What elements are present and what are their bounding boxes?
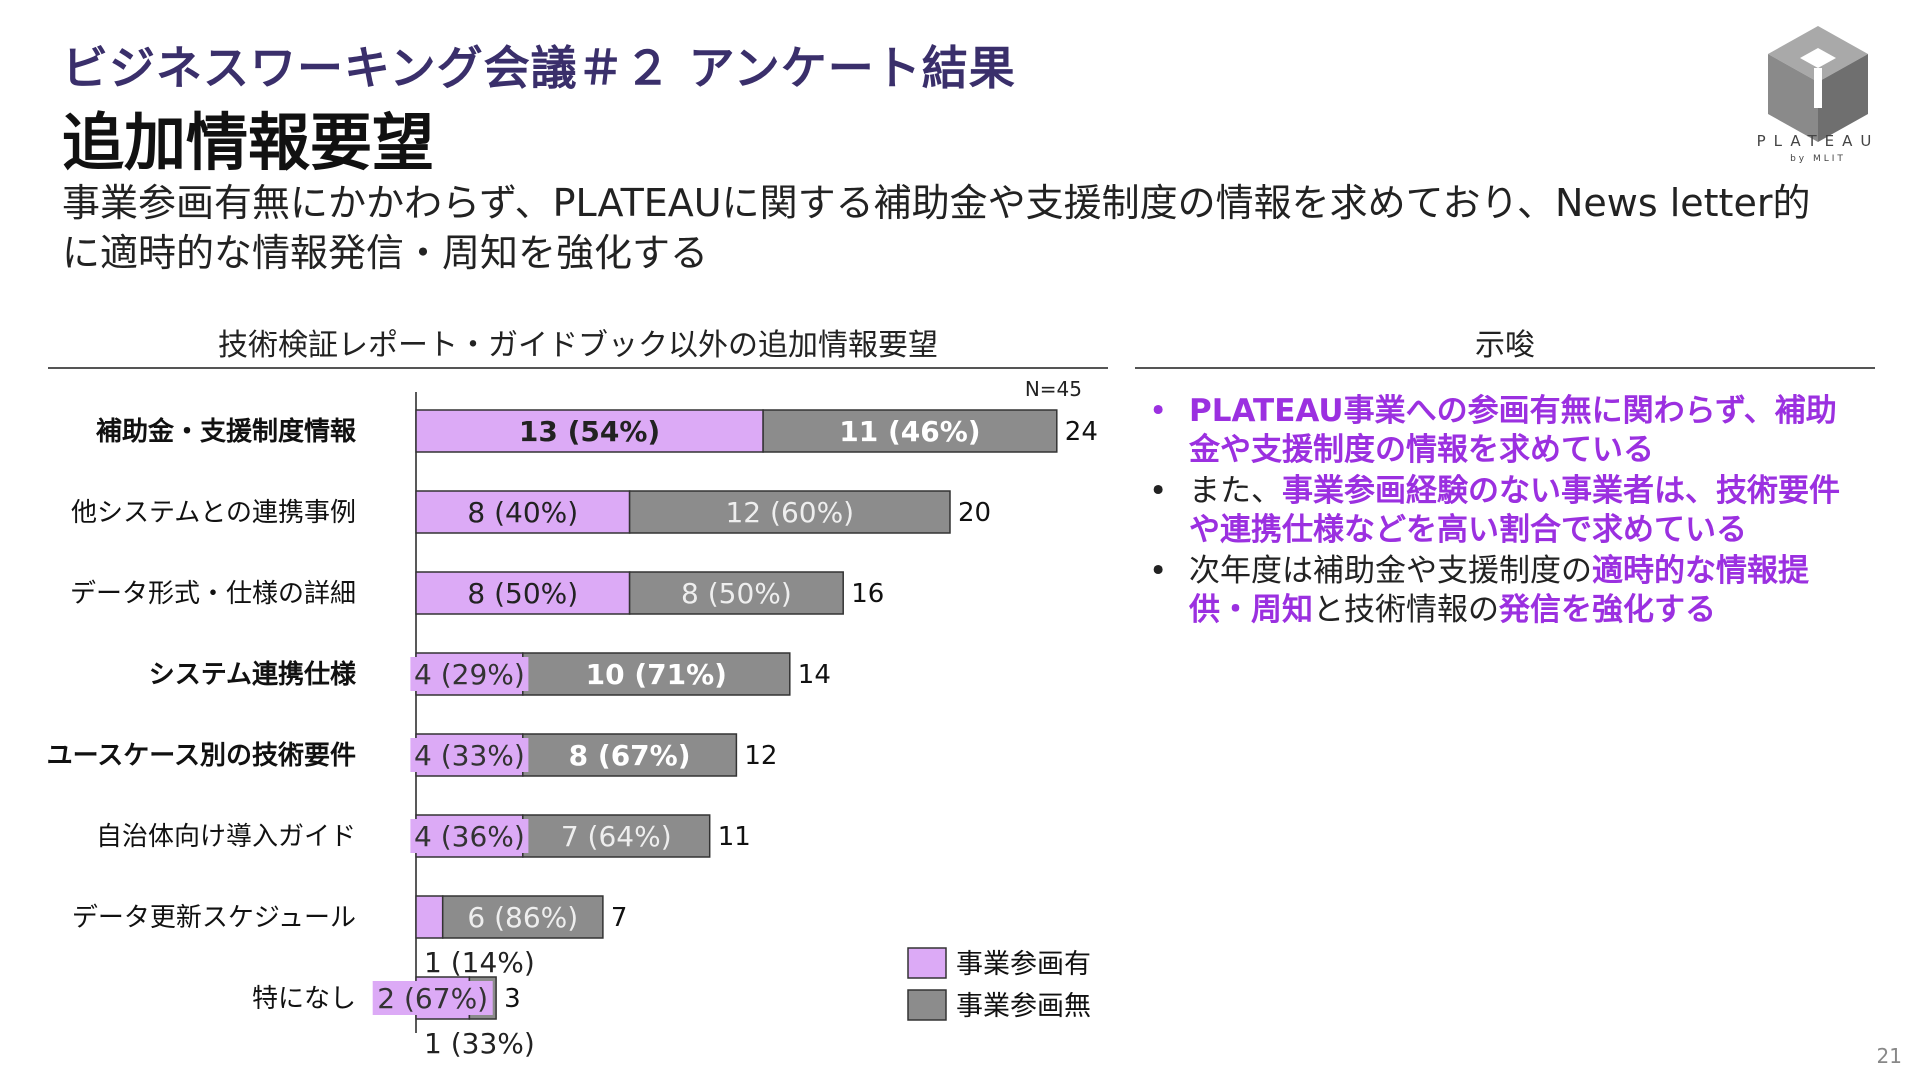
bar-value-label-without-participation: 12 (60%) [725, 496, 854, 529]
chart-section-rule [48, 367, 1108, 369]
bar-segment-without-participation [441, 895, 604, 939]
category-label: 特になし [252, 984, 356, 1014]
bar-total-label: 16 [851, 579, 884, 609]
insight-item-1: PLATEAU事業への参画有無に関わらず、補助金や支援制度の情報を求めている [1145, 392, 1865, 470]
bar-segment-with-participation [415, 571, 631, 615]
bar-value-label-with-participation: 4 (29%) [414, 658, 525, 691]
bar-value-label-background [410, 819, 529, 853]
category-label: ユースケース別の技術要件 [47, 741, 356, 771]
insight-section-title: 示唆 [1475, 328, 1535, 363]
bar-value-label-with-participation: 13 (54%) [519, 415, 660, 448]
bar-value-label-with-participation: 8 (50%) [467, 577, 578, 610]
category-label: 他システムとの連携事例 [71, 498, 356, 528]
slide-title: 追加情報要望 [62, 106, 435, 179]
legend-swatch-with-participation [907, 947, 947, 979]
legend-swatch-without-participation [907, 989, 947, 1021]
insight-item-3: 次年度は補助金や支援制度の適時的な情報提供・周知と技術情報の発信を強化する [1145, 552, 1865, 630]
insight-list: PLATEAU事業への参画有無に関わらず、補助金や支援制度の情報を求めている ま… [1145, 392, 1865, 632]
stacked-bar-chart: N=45 補助金・支援制度情報 24 13 (54%) 11 (46%) 他システムとの連… [47, 377, 1098, 1060]
chart-section-title: 技術検証レポート・ガイドブック以外の追加情報要望 [218, 328, 938, 363]
slide-kicker: ビジネスワーキング会議＃２ アンケート結果 [62, 41, 1016, 95]
category-label: 自治体向け導入ガイド [96, 822, 356, 852]
bar-value-label-without-participation: 10 (71%) [586, 658, 727, 691]
insight-section-rule [1135, 367, 1875, 369]
logo-wordmark: PLATEAU [1756, 132, 1880, 150]
insight-3-highlight-b: 発信を強化する [1499, 592, 1716, 628]
bar-value-label-background [410, 738, 529, 772]
insight-1-text: PLATEAU事業への参画有無に関わらず、補助金や支援制度の情報を求めている [1189, 393, 1837, 468]
bar-value-label-with-participation: 4 (33%) [414, 739, 525, 772]
legend-label-with-participation: 事業参画有 [956, 949, 1091, 980]
bar-segment-with-participation [415, 490, 631, 534]
category-label: データ更新スケジュール [72, 903, 356, 933]
logo-subtext: by MLIT [1790, 154, 1846, 164]
bar-value-label-without-participation: 7 (64%) [561, 820, 672, 853]
insight-item-2: また、事業参画経験のない事業者は、技術要件や連携仕様などを高い割合で求めている [1145, 472, 1865, 550]
bar-total-label: 24 [1065, 417, 1098, 447]
category-label: データ形式・仕様の詳細 [70, 579, 356, 609]
bar-value-label-without-participation: 8 (67%) [569, 739, 691, 772]
bar-segment-with-participation [415, 895, 444, 939]
bar-segment-without-participation [628, 490, 951, 534]
bar-value-label-without-participation: 11 (46%) [839, 415, 980, 448]
bar-segment-without-participation [522, 814, 711, 858]
bar-segment-with-participation [415, 409, 764, 453]
bar-value-label-with-participation: 8 (40%) [467, 496, 578, 529]
insight-2-highlight: 事業参画経験のない事業者は、技術要件や連携仕様などを高い割合で求めている [1189, 473, 1840, 548]
bar-value-label-with-participation: 1 (14%) [424, 946, 535, 979]
bar-value-label-without-participation: 6 (86%) [467, 901, 578, 934]
bar-value-label-without-participation: 8 (50%) [681, 577, 792, 610]
insight-3-highlight-a: 適時的な情報提供・周知 [1189, 553, 1809, 628]
bar-total-label: 7 [611, 903, 628, 933]
bar-segment-without-participation [628, 571, 844, 615]
insight-2-prefix: また、 [1189, 473, 1282, 509]
category-label: 補助金・支援制度情報 [95, 416, 357, 447]
bar-value-label-with-participation: 2 (67%) [377, 982, 488, 1015]
sample-size-label: N=45 [1025, 377, 1082, 401]
legend-label-without-participation: 事業参画無 [956, 991, 1091, 1022]
bar-total-label: 20 [958, 498, 991, 528]
bar-segment-without-participation [522, 652, 791, 696]
bar-value-label-background [410, 657, 529, 691]
insight-3-part-a: 次年度は補助金や支援制度の [1189, 553, 1592, 589]
bar-value-label-without-participation: 1 (33%) [424, 1027, 535, 1060]
bar-value-label-background [372, 981, 493, 1015]
bar-total-label: 3 [504, 984, 521, 1014]
bar-segment-without-participation [762, 409, 1058, 453]
slide-lead: 事業参画有無にかかわらず、PLATEAUに関する補助金や支援制度の情報を求めてお… [62, 181, 1811, 275]
plateau-logo-icon [1768, 26, 1868, 142]
bar-value-label-with-participation: 4 (36%) [414, 820, 525, 853]
category-label: システム連携仕様 [149, 659, 357, 690]
bar-total-label: 14 [798, 660, 831, 690]
page-number: 21 [1876, 1044, 1902, 1068]
bar-total-label: 11 [718, 822, 751, 852]
bar-total-label: 12 [744, 741, 777, 771]
insight-3-part-c: と技術情報の [1313, 592, 1499, 628]
